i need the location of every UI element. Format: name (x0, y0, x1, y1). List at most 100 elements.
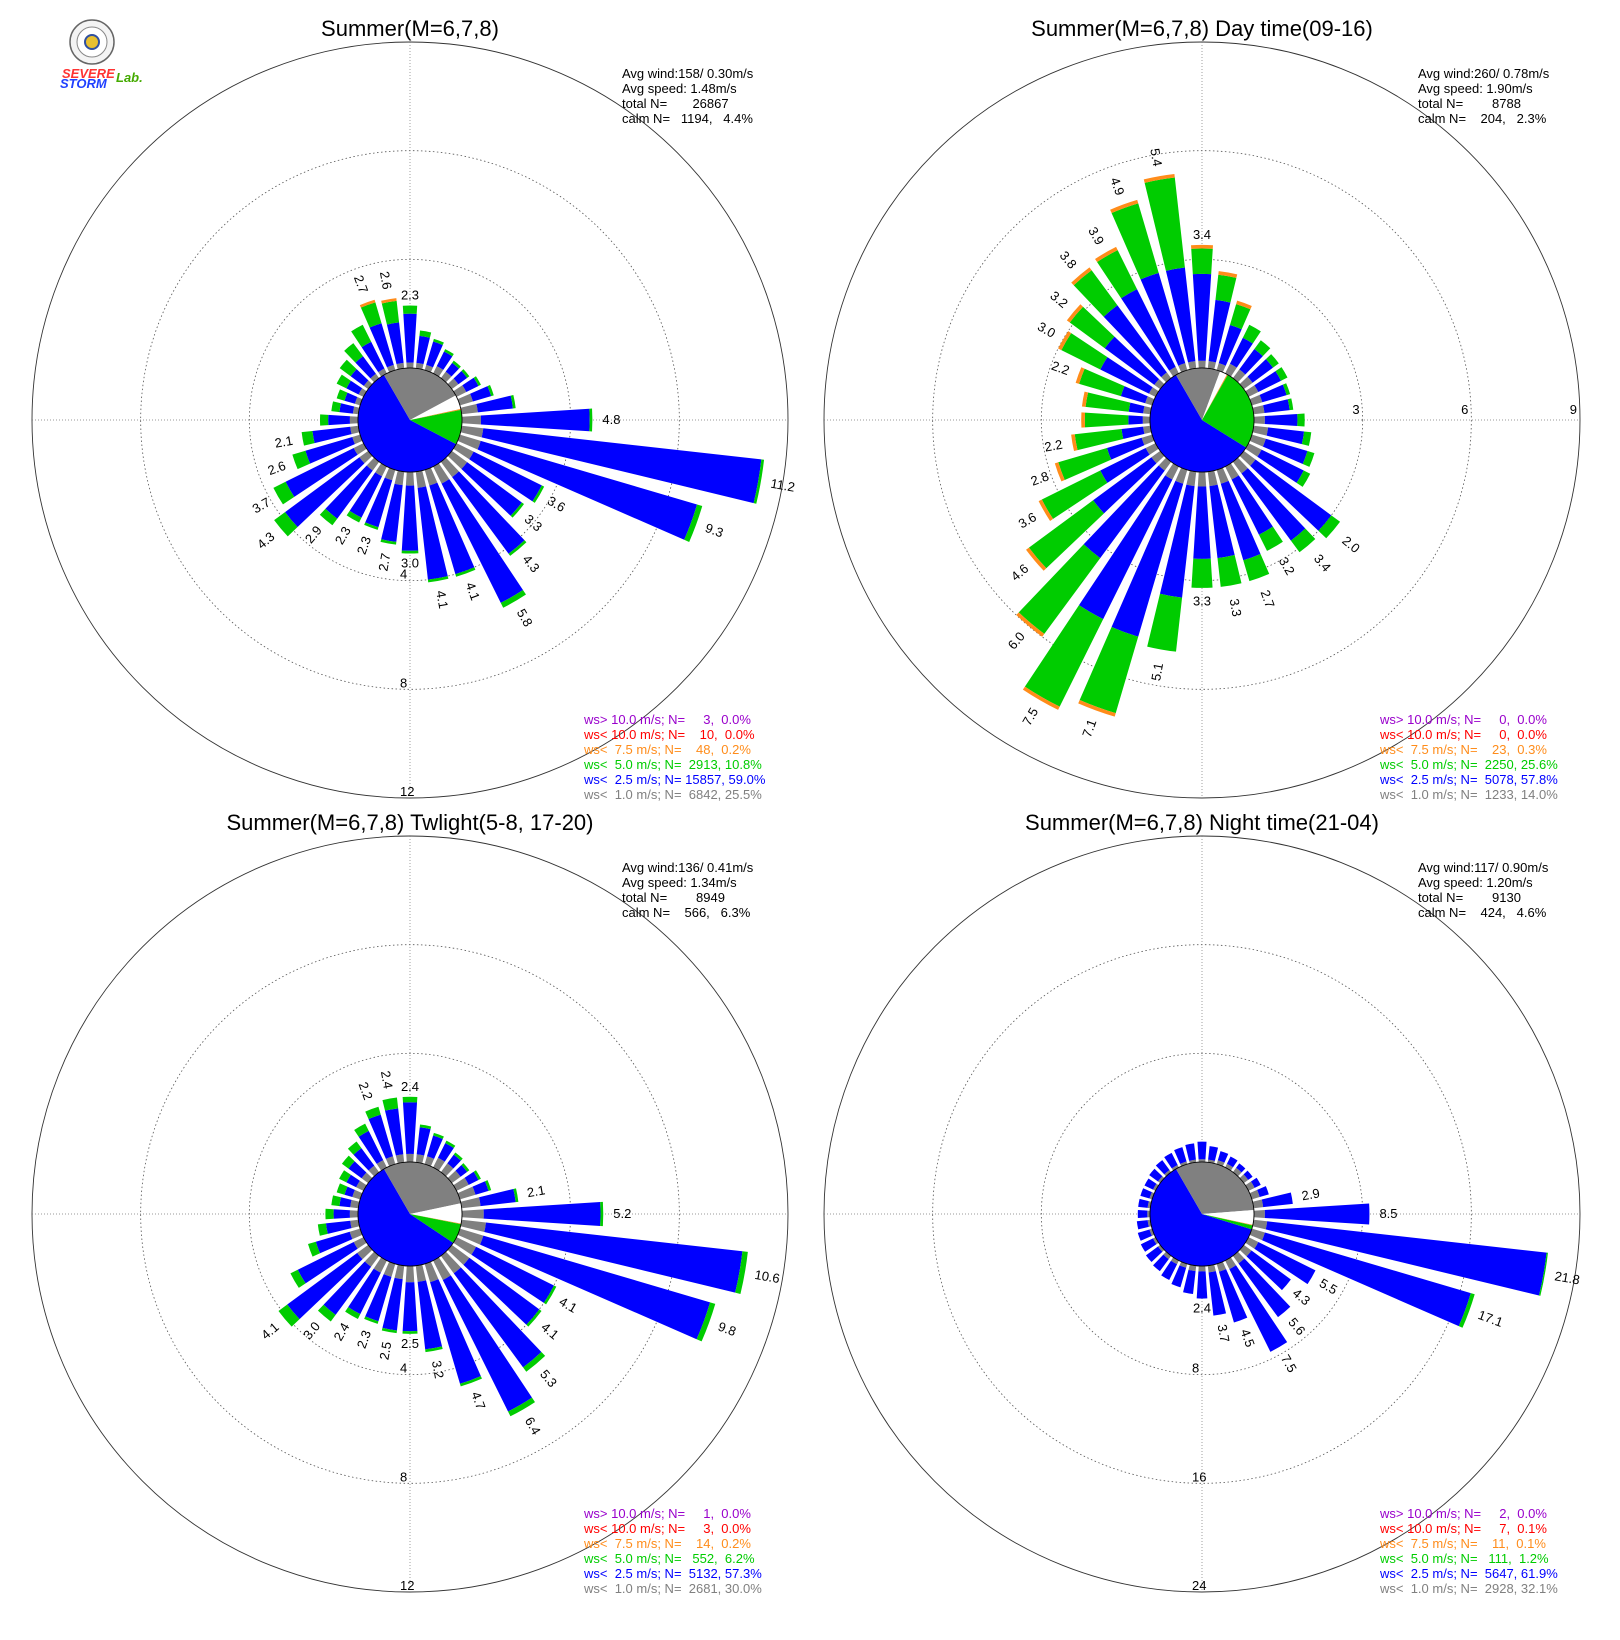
bar-segment-lt5 (473, 376, 481, 387)
bar-segment-lt7_5 (1081, 391, 1089, 407)
bar-value-label: 2.4 (330, 1320, 352, 1343)
bar-segment-lt2_5 (417, 1280, 443, 1350)
bar-segment-lt1 (1198, 360, 1206, 369)
bar-segment-lt1 (457, 1186, 476, 1200)
bar-value-label: 7.1 (1079, 717, 1099, 739)
bar-segment-lt5 (341, 1155, 355, 1169)
bar-segment-lt7_5 (1022, 686, 1060, 710)
bar-segment-lt2_5 (325, 465, 373, 519)
bar-value-label: 11.2 (769, 476, 796, 495)
bar-segment-lt1 (375, 463, 387, 477)
bar-segment-lt1 (350, 1219, 360, 1229)
pie-slice-calm (1202, 371, 1227, 420)
bar-segment-lt2_5 (344, 392, 358, 404)
bar-segment-lt2_5 (1231, 475, 1273, 535)
bar-segment-lt5 (500, 590, 526, 608)
bar-segment-lt5 (1024, 605, 1104, 707)
bar-segment-lt5 (1074, 429, 1124, 451)
bar-segment-lt5 (317, 1304, 336, 1322)
bar-segment-lt1 (394, 470, 405, 486)
bar-segment-lt2_5 (1208, 299, 1231, 363)
bar-segment-lt2_5 (1263, 399, 1290, 413)
bar-segment-lt5 (443, 349, 454, 357)
bar-segment-lt5 (1243, 553, 1270, 582)
bar-value-label: 4.9 (1107, 175, 1127, 197)
bar-segment-lt5 (526, 1309, 542, 1327)
bar-segment-lt2_5 (1236, 1163, 1246, 1173)
bar-segment-lt2_5 (382, 1277, 403, 1331)
bar-segment-lt2_5 (461, 462, 522, 516)
bar-segment-lt2_5 (1083, 465, 1165, 559)
bar-segment-lt5 (336, 1183, 348, 1195)
bar-segment-lt7_5 (1071, 434, 1078, 451)
wind-rose-panel-3: Summer(M=6,7,8) Twlight(5-8, 17-20) 4 8 12 2… (31, 810, 789, 1596)
stat-line: total N= 8949 (622, 890, 725, 905)
bar-segment-lt5 (1290, 528, 1316, 553)
bar-value-label: 2.7 (1258, 588, 1278, 610)
bar-segment-lt2_5 (441, 479, 523, 603)
bar-segment-lt1 (1253, 416, 1265, 424)
bar-segment-lt1 (1179, 1261, 1188, 1268)
bar-segment-lt7_5 (1058, 331, 1072, 351)
bar-segment-lt1 (1249, 1228, 1265, 1241)
stat-line: Avg wind:260/ 0.78m/s (1418, 66, 1550, 81)
bar-segment-lt2_5 (426, 1135, 443, 1159)
legend-entry-lt7_5: ws< 7.5 m/s; N= 14, 0.2% (583, 1536, 751, 1551)
bar-segment-lt5 (1058, 447, 1112, 480)
bar-segment-lt5 (487, 385, 494, 397)
bar-segment-lt5 (1287, 398, 1294, 411)
bar-segment-lt1 (395, 1154, 405, 1164)
bar-segment-lt1 (350, 425, 360, 435)
bar-segment-lt5 (380, 539, 397, 545)
bar-segment-lt1 (406, 362, 414, 369)
bar-segment-lt5 (1215, 274, 1237, 303)
bar-segment-lt1 (361, 1172, 373, 1184)
bar-segment-lt7_5 (1026, 547, 1047, 571)
bar-segment-lt2_5 (1218, 1269, 1248, 1323)
bar-segment-lt1 (424, 467, 438, 486)
stat-line: Avg wind:117/ 0.90m/s (1418, 860, 1549, 875)
bar-segment-lt1 (1207, 1264, 1216, 1273)
bar-segment-lt1 (453, 1177, 469, 1191)
bar-segment-lt5 (1061, 333, 1108, 370)
bar-segment-lt1 (1143, 406, 1152, 415)
bar-value-label: 3.0 (401, 556, 419, 571)
wind-rose-panel-2: Summer(M=6,7,8) Day time(09-16)3 6 93.42.0… (823, 16, 1581, 802)
bar-value-label: 5.1 (1148, 662, 1166, 682)
bar-segment-lt2_5 (1093, 457, 1157, 514)
bar-segment-lt2_5 (1140, 272, 1186, 366)
bar-segment-lt2_5 (416, 1127, 431, 1156)
bar-segment-lt5 (307, 1241, 321, 1257)
bar-value-label: 3.3 (522, 511, 545, 534)
bar-value-label: 2.6 (266, 458, 288, 478)
pie-slice-lt5 (410, 409, 462, 445)
bar-segment-lt2_5 (1261, 1192, 1293, 1208)
bar-segment-lt1 (415, 1154, 425, 1164)
bar-value-label: 9.3 (703, 520, 725, 540)
bar-segment-lt5 (402, 1096, 418, 1103)
bar-value-label: 3.2 (1276, 554, 1298, 577)
bar-value-label: 4.3 (1290, 1285, 1313, 1308)
bar-value-label: 4.8 (602, 412, 620, 427)
bar-segment-lt2_5 (1138, 1198, 1149, 1208)
bar-segment-lt1 (1188, 361, 1197, 370)
bar-segment-lt2_5 (1103, 305, 1167, 378)
bar-value-label: 2.9 (302, 523, 325, 546)
bar-segment-lt5 (317, 1223, 328, 1236)
bar-segment-lt5 (510, 394, 516, 409)
bar-segment-lt2_5 (480, 1235, 711, 1340)
legend-entry-lt5: ws< 5.0 m/s; N= 2250, 25.6% (1379, 757, 1558, 772)
bar-segment-lt2_5 (1257, 1186, 1269, 1198)
bar-segment-lt5 (461, 1163, 470, 1172)
bar-value-label: 3.3 (1227, 597, 1245, 617)
bar-segment-lt1 (1198, 1265, 1206, 1272)
bar-segment-lt2_5 (1266, 427, 1305, 445)
bar-segment-lt1 (424, 1156, 435, 1167)
bar-value-label: 2.5 (376, 1341, 394, 1361)
bar-segment-lt5 (1318, 515, 1341, 539)
bar-segment-lt5 (1079, 368, 1125, 397)
bar-segment-lt2_5 (339, 1197, 352, 1208)
pie-slice-lt5 (410, 1214, 461, 1243)
bar-segment-lt2_5 (447, 1154, 461, 1169)
bar-segment-lt1 (1252, 1199, 1264, 1209)
